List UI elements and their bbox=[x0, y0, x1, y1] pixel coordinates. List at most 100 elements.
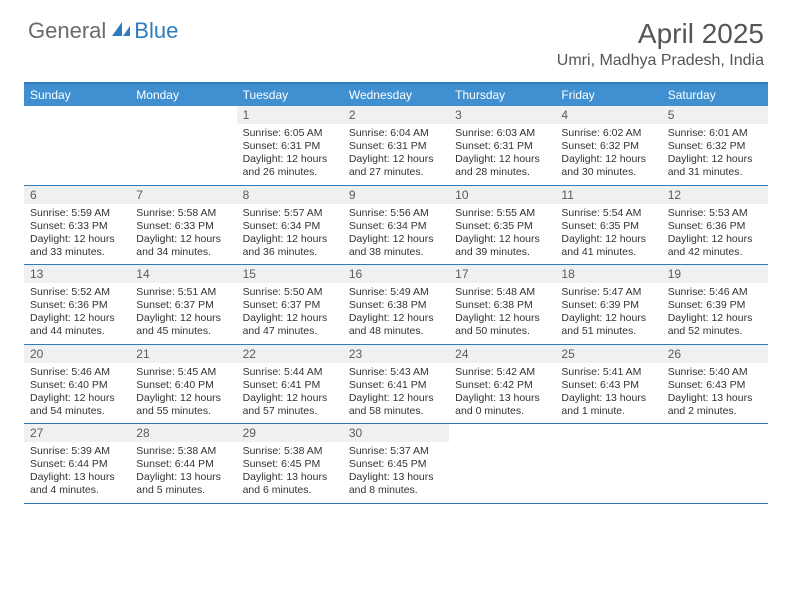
week-row: 1Sunrise: 6:05 AMSunset: 6:31 PMDaylight… bbox=[24, 106, 768, 186]
day-cell bbox=[24, 106, 130, 185]
day-number: 20 bbox=[24, 345, 130, 363]
day-details: Sunrise: 5:59 AMSunset: 6:33 PMDaylight:… bbox=[24, 204, 130, 265]
day-cell: 23Sunrise: 5:43 AMSunset: 6:41 PMDayligh… bbox=[343, 345, 449, 424]
dow-header: Wednesday bbox=[343, 84, 449, 106]
title-block: April 2025 Umri, Madhya Pradesh, India bbox=[557, 18, 764, 70]
day-number: 10 bbox=[449, 186, 555, 204]
week-row: 20Sunrise: 5:46 AMSunset: 6:40 PMDayligh… bbox=[24, 345, 768, 425]
week-row: 6Sunrise: 5:59 AMSunset: 6:33 PMDaylight… bbox=[24, 186, 768, 266]
day-cell: 11Sunrise: 5:54 AMSunset: 6:35 PMDayligh… bbox=[555, 186, 661, 265]
day-number: 18 bbox=[555, 265, 661, 283]
day-details: Sunrise: 5:39 AMSunset: 6:44 PMDaylight:… bbox=[24, 442, 130, 503]
day-details: Sunrise: 5:53 AMSunset: 6:36 PMDaylight:… bbox=[662, 204, 768, 265]
day-cell: 7Sunrise: 5:58 AMSunset: 6:33 PMDaylight… bbox=[130, 186, 236, 265]
day-number: 15 bbox=[237, 265, 343, 283]
day-number: 24 bbox=[449, 345, 555, 363]
brand-sail-icon bbox=[108, 20, 132, 43]
day-cell: 5Sunrise: 6:01 AMSunset: 6:32 PMDaylight… bbox=[662, 106, 768, 185]
day-number: 26 bbox=[662, 345, 768, 363]
day-cell bbox=[130, 106, 236, 185]
day-details: Sunrise: 5:58 AMSunset: 6:33 PMDaylight:… bbox=[130, 204, 236, 265]
day-cell: 4Sunrise: 6:02 AMSunset: 6:32 PMDaylight… bbox=[555, 106, 661, 185]
day-details: Sunrise: 5:40 AMSunset: 6:43 PMDaylight:… bbox=[662, 363, 768, 424]
day-number: 30 bbox=[343, 424, 449, 442]
day-number: 25 bbox=[555, 345, 661, 363]
day-cell: 1Sunrise: 6:05 AMSunset: 6:31 PMDaylight… bbox=[237, 106, 343, 185]
week-row: 27Sunrise: 5:39 AMSunset: 6:44 PMDayligh… bbox=[24, 424, 768, 504]
day-details: Sunrise: 5:45 AMSunset: 6:40 PMDaylight:… bbox=[130, 363, 236, 424]
day-number: 29 bbox=[237, 424, 343, 442]
day-details: Sunrise: 5:52 AMSunset: 6:36 PMDaylight:… bbox=[24, 283, 130, 344]
day-cell: 13Sunrise: 5:52 AMSunset: 6:36 PMDayligh… bbox=[24, 265, 130, 344]
day-number: 27 bbox=[24, 424, 130, 442]
day-cell: 9Sunrise: 5:56 AMSunset: 6:34 PMDaylight… bbox=[343, 186, 449, 265]
dow-row: SundayMondayTuesdayWednesdayThursdayFrid… bbox=[24, 84, 768, 106]
dow-header: Monday bbox=[130, 84, 236, 106]
month-title: April 2025 bbox=[557, 18, 764, 50]
day-cell: 3Sunrise: 6:03 AMSunset: 6:31 PMDaylight… bbox=[449, 106, 555, 185]
day-cell: 26Sunrise: 5:40 AMSunset: 6:43 PMDayligh… bbox=[662, 345, 768, 424]
dow-header: Friday bbox=[555, 84, 661, 106]
day-cell: 6Sunrise: 5:59 AMSunset: 6:33 PMDaylight… bbox=[24, 186, 130, 265]
day-cell: 17Sunrise: 5:48 AMSunset: 6:38 PMDayligh… bbox=[449, 265, 555, 344]
day-details: Sunrise: 5:43 AMSunset: 6:41 PMDaylight:… bbox=[343, 363, 449, 424]
day-cell: 12Sunrise: 5:53 AMSunset: 6:36 PMDayligh… bbox=[662, 186, 768, 265]
day-details: Sunrise: 5:46 AMSunset: 6:39 PMDaylight:… bbox=[662, 283, 768, 344]
day-number: 19 bbox=[662, 265, 768, 283]
header: General Blue April 2025 Umri, Madhya Pra… bbox=[0, 0, 792, 78]
day-number: 11 bbox=[555, 186, 661, 204]
day-cell: 8Sunrise: 5:57 AMSunset: 6:34 PMDaylight… bbox=[237, 186, 343, 265]
day-number: 12 bbox=[662, 186, 768, 204]
day-cell bbox=[662, 424, 768, 503]
day-details: Sunrise: 5:51 AMSunset: 6:37 PMDaylight:… bbox=[130, 283, 236, 344]
day-details: Sunrise: 5:38 AMSunset: 6:45 PMDaylight:… bbox=[237, 442, 343, 503]
dow-header: Saturday bbox=[662, 84, 768, 106]
day-number: 21 bbox=[130, 345, 236, 363]
day-details: Sunrise: 5:42 AMSunset: 6:42 PMDaylight:… bbox=[449, 363, 555, 424]
week-row: 13Sunrise: 5:52 AMSunset: 6:36 PMDayligh… bbox=[24, 265, 768, 345]
calendar: SundayMondayTuesdayWednesdayThursdayFrid… bbox=[24, 82, 768, 504]
day-number: 23 bbox=[343, 345, 449, 363]
day-details: Sunrise: 5:48 AMSunset: 6:38 PMDaylight:… bbox=[449, 283, 555, 344]
day-number: 7 bbox=[130, 186, 236, 204]
day-details: Sunrise: 5:47 AMSunset: 6:39 PMDaylight:… bbox=[555, 283, 661, 344]
day-number: 28 bbox=[130, 424, 236, 442]
day-number: 6 bbox=[24, 186, 130, 204]
dow-header: Tuesday bbox=[237, 84, 343, 106]
day-details: Sunrise: 5:46 AMSunset: 6:40 PMDaylight:… bbox=[24, 363, 130, 424]
day-number: 14 bbox=[130, 265, 236, 283]
day-cell bbox=[449, 424, 555, 503]
day-number: 1 bbox=[237, 106, 343, 124]
day-cell: 25Sunrise: 5:41 AMSunset: 6:43 PMDayligh… bbox=[555, 345, 661, 424]
day-number: 16 bbox=[343, 265, 449, 283]
day-number: 3 bbox=[449, 106, 555, 124]
day-details: Sunrise: 5:37 AMSunset: 6:45 PMDaylight:… bbox=[343, 442, 449, 503]
day-details: Sunrise: 6:04 AMSunset: 6:31 PMDaylight:… bbox=[343, 124, 449, 185]
day-number: 5 bbox=[662, 106, 768, 124]
day-details: Sunrise: 5:56 AMSunset: 6:34 PMDaylight:… bbox=[343, 204, 449, 265]
day-cell: 15Sunrise: 5:50 AMSunset: 6:37 PMDayligh… bbox=[237, 265, 343, 344]
day-number: 9 bbox=[343, 186, 449, 204]
day-cell: 22Sunrise: 5:44 AMSunset: 6:41 PMDayligh… bbox=[237, 345, 343, 424]
day-cell: 21Sunrise: 5:45 AMSunset: 6:40 PMDayligh… bbox=[130, 345, 236, 424]
day-cell: 18Sunrise: 5:47 AMSunset: 6:39 PMDayligh… bbox=[555, 265, 661, 344]
day-cell: 24Sunrise: 5:42 AMSunset: 6:42 PMDayligh… bbox=[449, 345, 555, 424]
day-details: Sunrise: 5:44 AMSunset: 6:41 PMDaylight:… bbox=[237, 363, 343, 424]
day-cell: 29Sunrise: 5:38 AMSunset: 6:45 PMDayligh… bbox=[237, 424, 343, 503]
day-cell: 2Sunrise: 6:04 AMSunset: 6:31 PMDaylight… bbox=[343, 106, 449, 185]
day-details: Sunrise: 5:57 AMSunset: 6:34 PMDaylight:… bbox=[237, 204, 343, 265]
day-number: 22 bbox=[237, 345, 343, 363]
day-details: Sunrise: 5:41 AMSunset: 6:43 PMDaylight:… bbox=[555, 363, 661, 424]
day-cell bbox=[555, 424, 661, 503]
day-details: Sunrise: 6:01 AMSunset: 6:32 PMDaylight:… bbox=[662, 124, 768, 185]
day-number: 17 bbox=[449, 265, 555, 283]
day-details: Sunrise: 5:50 AMSunset: 6:37 PMDaylight:… bbox=[237, 283, 343, 344]
brand-part2: Blue bbox=[134, 18, 178, 44]
day-cell: 19Sunrise: 5:46 AMSunset: 6:39 PMDayligh… bbox=[662, 265, 768, 344]
location: Umri, Madhya Pradesh, India bbox=[557, 52, 764, 70]
dow-header: Thursday bbox=[449, 84, 555, 106]
day-details: Sunrise: 5:38 AMSunset: 6:44 PMDaylight:… bbox=[130, 442, 236, 503]
day-number: 2 bbox=[343, 106, 449, 124]
day-number: 8 bbox=[237, 186, 343, 204]
day-details: Sunrise: 5:55 AMSunset: 6:35 PMDaylight:… bbox=[449, 204, 555, 265]
